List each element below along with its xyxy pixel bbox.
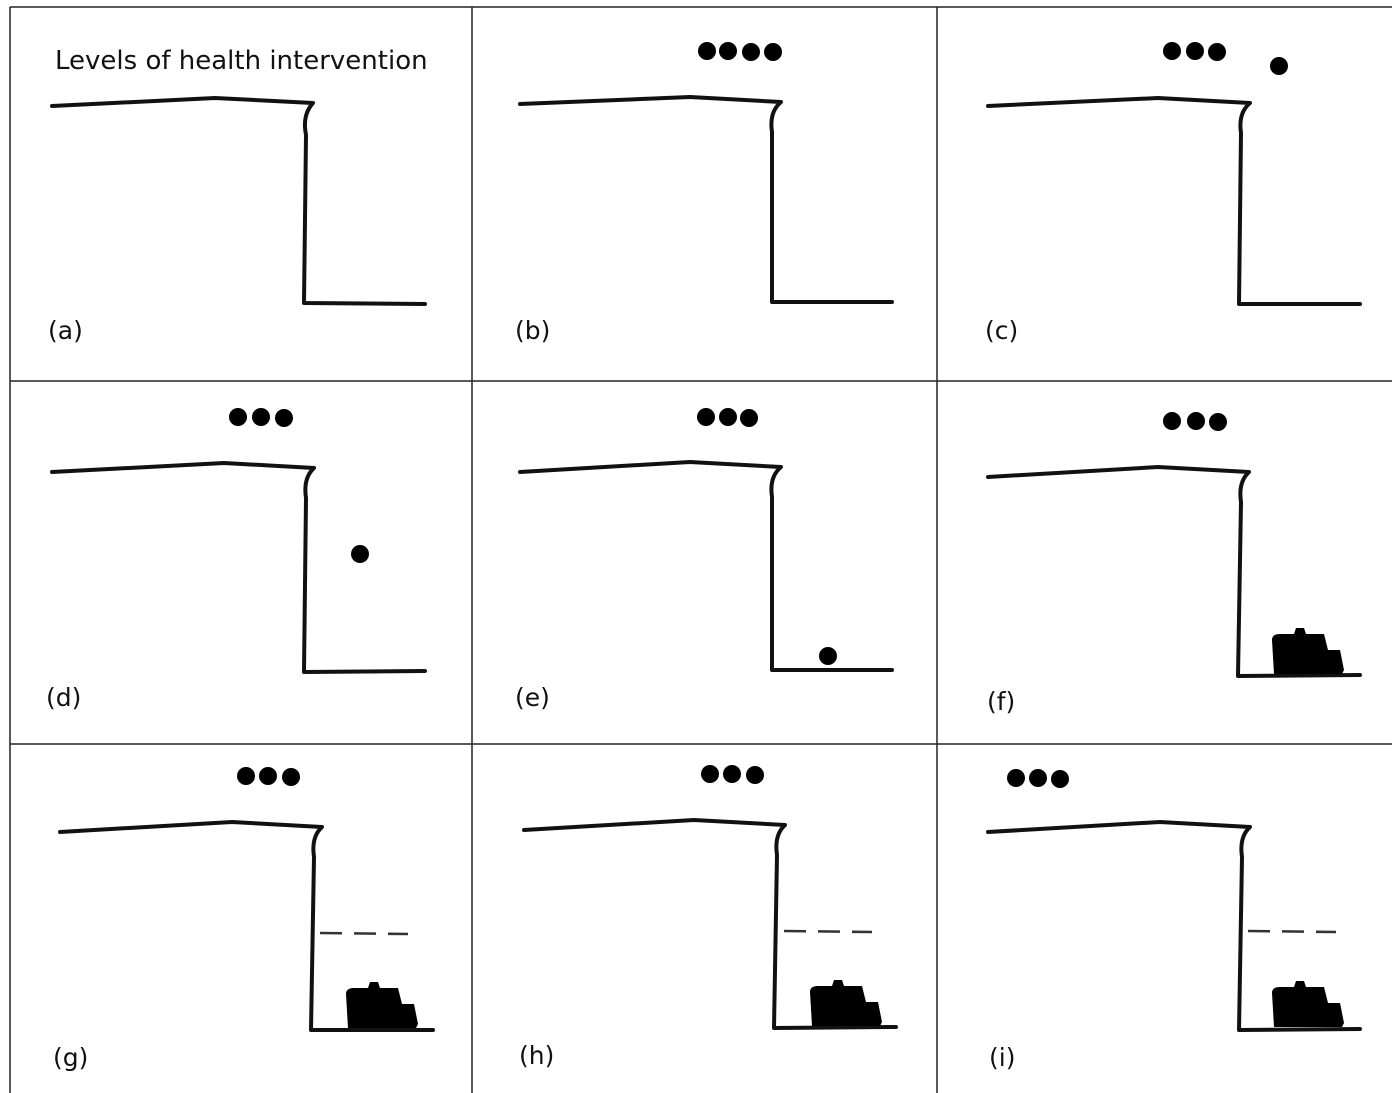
person-figure	[695, 42, 719, 97]
person-figure	[761, 43, 785, 98]
crowd-of-people	[694, 408, 761, 464]
person-figure	[1206, 413, 1230, 468]
panel-h: (h)	[519, 762, 898, 1070]
ambulance-icon	[346, 982, 418, 1028]
panel-label-i: (i)	[989, 1043, 1015, 1072]
person-figure	[1205, 43, 1229, 98]
cliff-outline	[986, 465, 1362, 678]
person-figure	[256, 767, 280, 822]
person-figure	[1183, 42, 1207, 97]
person-figure	[737, 409, 761, 464]
panel-label-a: (a)	[48, 316, 83, 345]
cliff-outline	[518, 95, 894, 304]
person-figure	[739, 43, 763, 98]
cliff-outline	[522, 818, 898, 1030]
crowd-of-people	[1160, 412, 1230, 468]
person-figure	[1004, 769, 1028, 824]
cliff-outline	[518, 460, 894, 672]
panel-label-f: (f)	[987, 687, 1015, 716]
panel-c: (c)	[985, 42, 1362, 345]
person-figure	[249, 408, 273, 463]
crowd-of-people	[1160, 42, 1229, 98]
cliff-outline	[986, 96, 1362, 306]
fence-icon	[1235, 764, 1259, 826]
crowd-of-people	[226, 408, 296, 464]
person-figure	[1184, 412, 1208, 467]
crowd-of-people	[234, 767, 303, 823]
person-figure	[1048, 770, 1072, 825]
person-figure	[1160, 412, 1184, 467]
person-figure	[716, 42, 740, 97]
panel-label-e: (e)	[515, 683, 550, 712]
diagram-title: Levels of health intervention	[55, 46, 428, 76]
person-figure	[1026, 769, 1050, 824]
crowd-of-people	[695, 42, 785, 98]
crowd-of-people	[698, 765, 767, 821]
person-figure	[226, 408, 250, 463]
cliff-outline	[986, 820, 1362, 1032]
person-figure	[272, 409, 296, 464]
cliff-outline	[50, 461, 427, 674]
person-figure	[716, 408, 740, 463]
crowd-of-people	[1004, 769, 1072, 825]
person-figure	[743, 766, 767, 821]
safety-net	[783, 929, 873, 934]
ambulance-icon	[1272, 981, 1344, 1027]
ambulance-icon	[1272, 628, 1344, 674]
panel-label-h: (h)	[519, 1041, 554, 1070]
falling-person	[316, 545, 369, 563]
person-figure	[279, 768, 303, 823]
cliff-outline	[58, 820, 435, 1032]
safety-net	[1247, 929, 1337, 934]
fence-icon	[772, 762, 796, 824]
panel-label-d: (d)	[46, 683, 81, 712]
person-figure	[698, 765, 722, 820]
person-figure	[720, 765, 744, 820]
panel-e: (e)	[515, 408, 894, 712]
panel-g: (g)	[53, 767, 435, 1072]
fallen-person	[784, 647, 837, 665]
panel-i: (i)	[986, 764, 1362, 1072]
panel-a: (a)	[48, 96, 427, 345]
person-figure	[234, 767, 258, 822]
safety-net	[319, 931, 409, 936]
person-figure	[694, 408, 718, 463]
cliff-outline	[50, 96, 427, 306]
panel-label-g: (g)	[53, 1043, 88, 1072]
panel-f: (f)	[986, 412, 1362, 716]
panel-d: (d)	[46, 408, 427, 712]
person-figure	[1160, 42, 1184, 97]
panel-b: (b)	[515, 42, 894, 345]
panel-label-b: (b)	[515, 316, 550, 345]
falling-person	[1245, 57, 1288, 100]
panel-grid	[9, 6, 1392, 1093]
ambulance-icon	[810, 980, 882, 1026]
panel-label-c: (c)	[985, 316, 1018, 345]
